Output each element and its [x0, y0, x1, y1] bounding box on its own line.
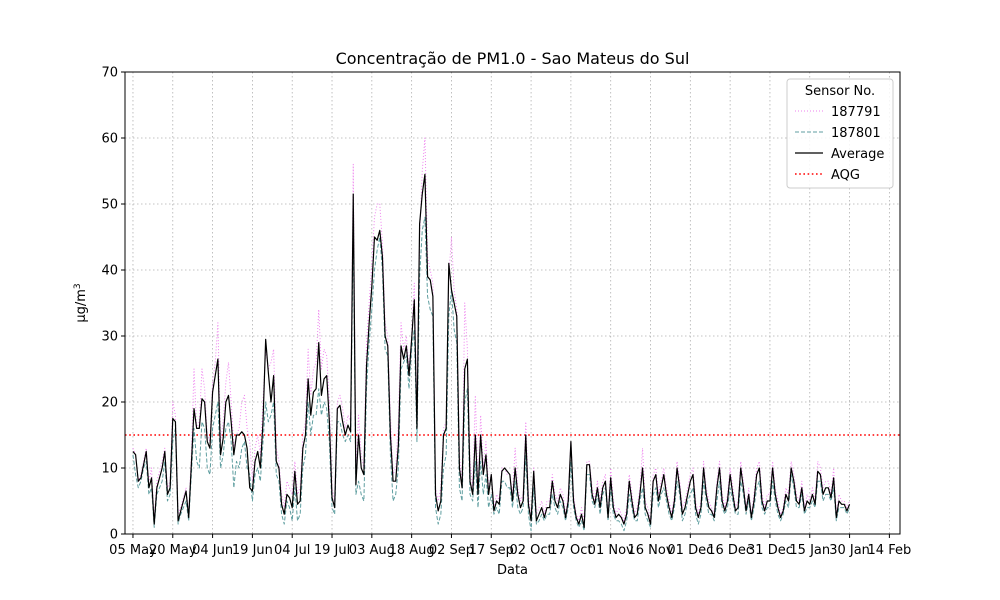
- y-tick-label: 50: [101, 198, 118, 213]
- legend-label-average: Average: [831, 147, 884, 162]
- y-tick-label: 60: [101, 132, 118, 147]
- x-tick-label: 02 Sep: [429, 543, 474, 558]
- legend-title: Sensor No.: [805, 84, 875, 99]
- x-tick-label: 01 Nov: [588, 543, 634, 558]
- x-tick-label: 04 Jun: [192, 543, 233, 558]
- y-axis-label: μg/m3: [73, 283, 89, 322]
- x-tick-label: 17 Sep: [469, 543, 514, 558]
- x-tick-label: 05 May: [109, 543, 157, 558]
- legend: Sensor No. 187791 187801 Average AQG: [786, 78, 894, 189]
- chart-title: Concentração de PM1.0 - Sao Mateus do Su…: [336, 49, 690, 68]
- legend-label-187791: 187791: [831, 105, 881, 120]
- y-tick-label: 40: [101, 264, 118, 279]
- y-axis-ticks: 0 10 20 30 40 50 60 70: [101, 66, 125, 543]
- plot-frame: [124, 71, 901, 535]
- series-line-average: [132, 173, 851, 529]
- legend-label-187801: 187801: [831, 126, 881, 141]
- x-tick-label: 02 Oct: [510, 543, 553, 558]
- x-tick-label: 15 Jan: [789, 543, 830, 558]
- y-tick-label: 30: [101, 330, 118, 345]
- legend-box: [786, 78, 894, 189]
- x-tick-label: 31 Dec: [747, 543, 793, 558]
- y-tick-label: 10: [101, 462, 118, 477]
- x-tick-label: 20 May: [149, 543, 197, 558]
- x-tick-label: 17 Oct: [549, 543, 592, 558]
- legend-label-aqg: AQG: [831, 168, 860, 183]
- y-axis-label-base: μg/m: [74, 289, 89, 323]
- series-group: [132, 137, 851, 532]
- y-axis-label-superscript: 3: [73, 283, 83, 289]
- x-tick-label: 04 Jul: [274, 543, 310, 558]
- x-tick-label: 19 Jul: [314, 543, 350, 558]
- x-tick-label: 03 Aug: [349, 543, 395, 558]
- x-axis-label: Data: [497, 563, 528, 578]
- y-tick-label: 0: [110, 528, 118, 543]
- y-tick-label: 20: [101, 396, 118, 411]
- x-tick-label: 19 Jun: [232, 543, 273, 558]
- x-tick-label: 01 Dec: [667, 543, 713, 558]
- y-tick-label: 70: [101, 66, 118, 81]
- series-line-187801: [132, 216, 851, 532]
- x-tick-label: 18 Aug: [389, 543, 435, 558]
- x-tick-label: 14 Feb: [868, 543, 912, 558]
- x-tick-label: 16 Dec: [707, 543, 753, 558]
- x-tick-label: 30 Jan: [829, 543, 870, 558]
- x-tick-label: 16 Nov: [627, 543, 673, 558]
